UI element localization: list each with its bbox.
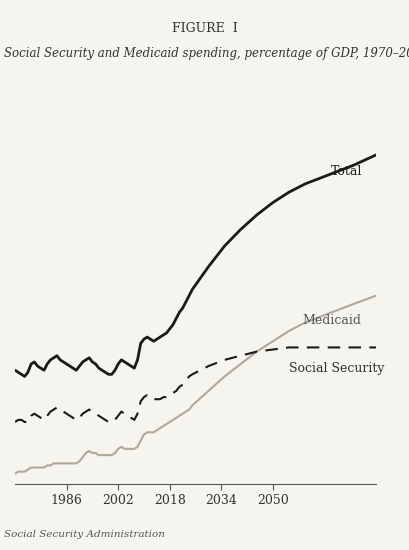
Text: Medicaid: Medicaid [301,314,360,327]
Text: Social Security: Social Security [288,362,384,375]
Text: Social Security Administration: Social Security Administration [4,530,164,539]
Text: Total: Total [330,165,362,178]
Text: FIGURE  I: FIGURE I [172,22,237,35]
Text: Social Security and Medicaid spending, percentage of GDP, 1970–2082: Social Security and Medicaid spending, p… [4,47,409,60]
